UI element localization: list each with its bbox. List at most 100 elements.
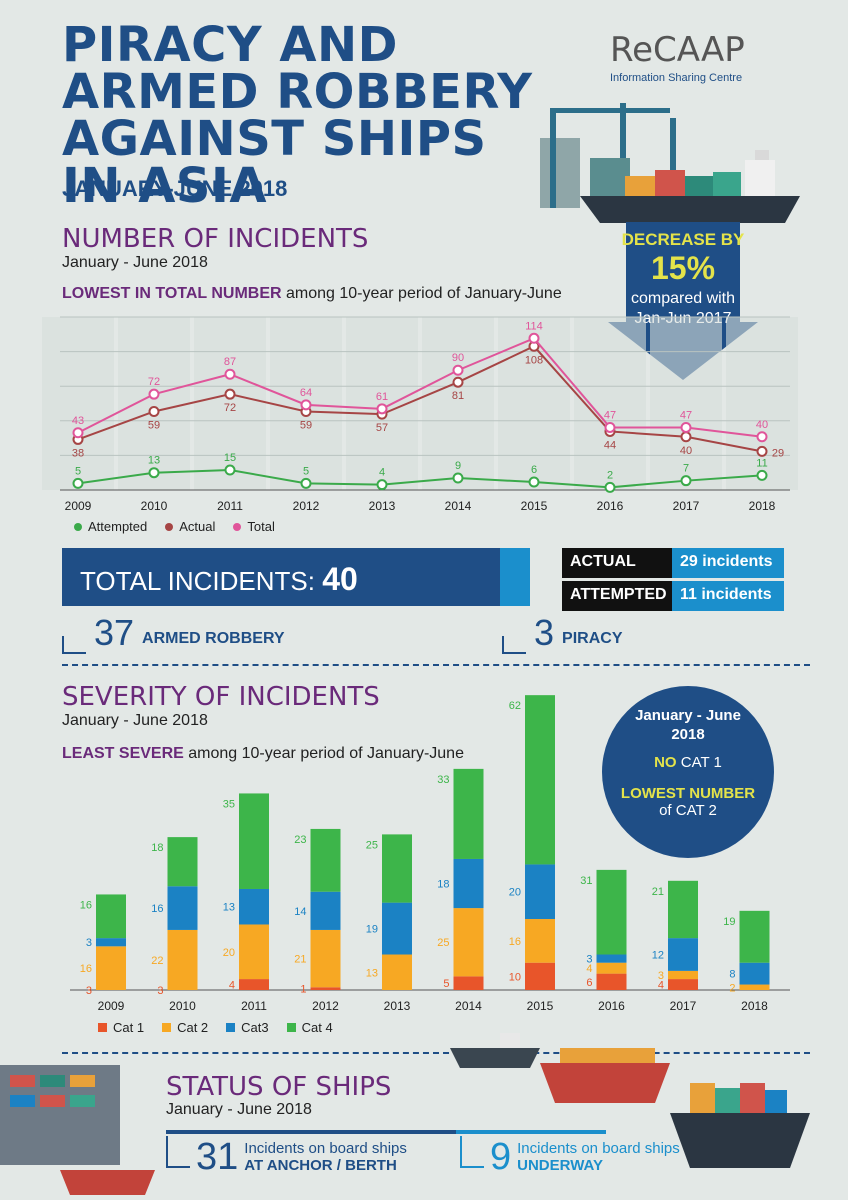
underway-text: Incidents on board ships UNDERWAY	[517, 1140, 680, 1174]
x-tick-label: 2015	[527, 999, 554, 1013]
line-legend: Attempted Actual Total	[74, 519, 275, 534]
cat2-data-label: 16	[509, 936, 521, 948]
total-data-label: 114	[525, 320, 543, 332]
attempted-row: ATTEMPTED 11 incidents	[562, 581, 784, 611]
cat1-data-label: 4	[658, 980, 664, 992]
underway-number: 9	[490, 1136, 512, 1178]
circle-no-cat1: NO CAT 1	[602, 754, 774, 771]
legend-total-label: Total	[247, 519, 275, 534]
attempted-point	[528, 476, 540, 488]
cat2-bar	[739, 984, 770, 990]
cat2-bar	[239, 924, 269, 980]
cat4-data-label: 23	[294, 834, 306, 846]
total-point	[680, 421, 692, 433]
total-incidents-bar: TOTAL INCIDENTS: 40	[62, 548, 530, 606]
actual-data-label: 59	[300, 419, 312, 431]
cat2-data-label: 4	[586, 963, 592, 975]
legend-cat3-swatch	[226, 1023, 236, 1032]
attempted-data-label: 4	[379, 467, 385, 479]
cat4-bar	[739, 910, 770, 963]
circle-cat1: CAT 1	[676, 754, 722, 771]
total-data-label: 47	[680, 409, 692, 421]
x-tick-label: 2018	[741, 999, 768, 1013]
armed-robbery-stat: 37 ARMED ROBBERY	[62, 612, 285, 654]
cat3-bar	[382, 902, 412, 955]
circle-no: NO	[654, 754, 677, 771]
cat4-data-label: 21	[652, 886, 664, 898]
cat2-data-label: 21	[294, 954, 306, 966]
legend-total: Total	[233, 519, 275, 534]
legend-attempted-swatch	[74, 522, 82, 531]
cat3-bar	[239, 888, 269, 925]
piracy-bracket	[502, 636, 526, 654]
severity-summary-circle: January - June 2018 NO CAT 1 LOWEST NUMB…	[602, 686, 774, 858]
cat2-data-label: 16	[80, 963, 92, 975]
attempted-data-label: 9	[455, 460, 461, 472]
attempted-point	[72, 477, 84, 489]
cat4-bar	[453, 768, 484, 859]
logo-text: ReCAAP	[610, 30, 745, 70]
incidents-note: LOWEST IN TOTAL NUMBER among 10-year per…	[62, 285, 562, 303]
cat3-bar	[739, 962, 770, 985]
attempted-data-label: 2	[607, 469, 613, 481]
cat2-bar	[310, 929, 341, 988]
actual-data-label: 57	[376, 422, 388, 434]
anchor-stat: 31 Incidents on board ships AT ANCHOR / …	[166, 1136, 407, 1178]
total-data-label: 43	[72, 415, 84, 427]
underway-line2: UNDERWAY	[517, 1157, 603, 1174]
circle-date-line2: 2018	[671, 726, 705, 743]
cat1-bar	[239, 979, 269, 990]
legend-cat1: Cat 1	[98, 1020, 144, 1035]
logo-subtext: Information Sharing Centre	[610, 72, 743, 84]
cat1-bar	[453, 976, 484, 990]
cat2-data-label: 20	[223, 947, 235, 959]
incidents-line-chart: 2009 2010 2011 2012 2013 2014 2015 2016 2017 2018…	[42, 316, 798, 513]
x-tick-label: 2014	[455, 999, 482, 1013]
total-data-label: 90	[452, 352, 464, 364]
cat2-bar	[525, 919, 555, 963]
cat1-data-label: 4	[229, 980, 235, 992]
cat3-data-label: 13	[223, 902, 235, 914]
severity-note-rest: among 10-year period of January-June	[183, 745, 464, 762]
legend-cat1-label: Cat 1	[113, 1020, 145, 1035]
cat3-data-label: 19	[366, 924, 378, 936]
attempted-point	[148, 467, 160, 479]
incidents-section-title: NUMBER OF INCIDENTS	[62, 224, 369, 254]
cat3-bar	[596, 954, 627, 963]
cat1-data-label: 3	[157, 985, 163, 997]
cat4-data-label: 25	[366, 839, 378, 851]
x-tick-label: 2017	[670, 999, 697, 1013]
cat3-bar	[310, 891, 341, 930]
grid-column	[42, 317, 114, 490]
total-point	[148, 388, 160, 400]
piracy-segment	[500, 548, 530, 606]
cat4-bar	[382, 834, 412, 903]
armed-robbery-label: ARMED ROBBERY	[142, 630, 285, 647]
x-tick-label: 2015	[521, 499, 548, 513]
attempted-point	[376, 479, 388, 491]
piracy-number: 3	[534, 612, 555, 653]
cat4-bar	[239, 793, 269, 889]
port-containers-illustration	[0, 1065, 155, 1195]
severity-note-bold: LEAST SEVERE	[62, 745, 184, 762]
callout-percent: 15%	[650, 250, 716, 286]
cat4-data-label: 35	[223, 798, 235, 810]
cat1-bar	[596, 973, 627, 990]
cat1-data-label: 10	[509, 971, 521, 983]
attempted-label: ATTEMPTED	[562, 581, 672, 611]
cat3-data-label: 8	[729, 969, 735, 981]
status-section-title: STATUS OF SHIPS	[166, 1072, 392, 1102]
cat3-bar	[668, 938, 698, 971]
attempted-point	[756, 469, 768, 481]
x-tick-label: 2016	[597, 499, 624, 513]
legend-cat4: Cat 4	[286, 1020, 333, 1035]
attempted-point	[452, 472, 464, 484]
bar-legend: Cat 1 Cat 2 Cat3 Cat 4	[98, 1020, 333, 1035]
legend-cat3: Cat3	[226, 1020, 269, 1035]
cat3-data-label: 16	[151, 903, 163, 915]
x-tick-label: 2014	[445, 499, 472, 513]
actual-data-label: 108	[525, 354, 543, 366]
incidents-section-date: January - June 2018	[62, 254, 208, 271]
anchor-number: 31	[196, 1136, 239, 1178]
cat4-data-label: 16	[80, 899, 92, 911]
